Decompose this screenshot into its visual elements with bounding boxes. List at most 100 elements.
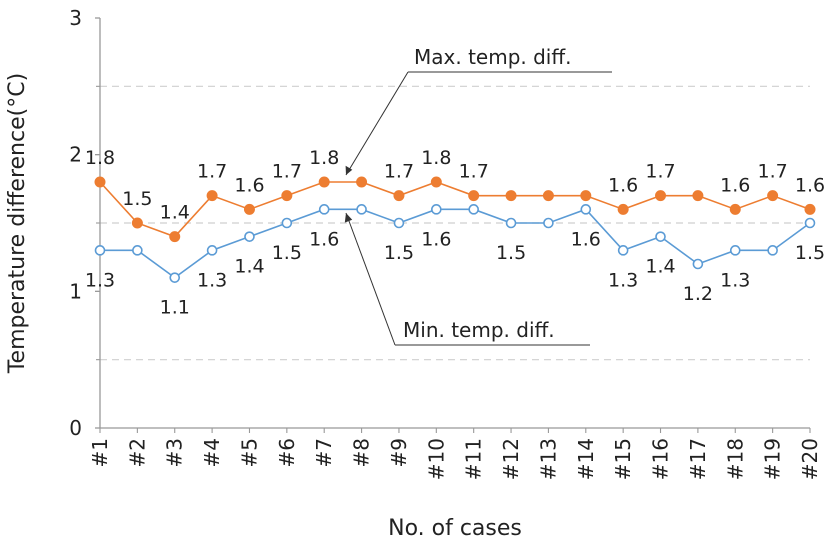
series-line <box>100 208 811 279</box>
x-axis-title: No. of cases <box>388 516 522 541</box>
series-layer: 1.81.51.41.71.61.71.81.71.81.71.61.71.61… <box>85 147 825 319</box>
data-label: 1.8 <box>85 147 115 169</box>
data-label: 1.5 <box>795 242 825 264</box>
data-label: 1.3 <box>85 269 115 291</box>
data-point <box>131 217 143 229</box>
x-tick-label: #13 <box>536 438 560 480</box>
gridlines <box>100 85 810 361</box>
data-point <box>655 231 666 242</box>
x-tick-label: #11 <box>462 438 486 480</box>
series-line <box>99 181 811 238</box>
data-point <box>94 176 106 188</box>
x-tick-label: #2 <box>125 438 149 467</box>
x-tick-label: #7 <box>312 438 336 467</box>
x-tick-label: #18 <box>723 438 747 480</box>
data-label: 1.7 <box>758 161 788 183</box>
data-label: 1.7 <box>197 161 227 183</box>
data-point <box>430 176 442 188</box>
data-label: 1.6 <box>421 228 451 250</box>
x-tick-label: #16 <box>649 438 673 480</box>
data-label: 1.4 <box>234 256 264 278</box>
data-point <box>692 190 704 202</box>
x-tick-label: #15 <box>611 438 635 480</box>
data-point <box>543 217 554 229</box>
data-label: 1.5 <box>272 242 302 264</box>
x-tick-label: #1 <box>88 438 112 467</box>
data-label: 1.7 <box>459 161 489 183</box>
data-point <box>617 245 629 256</box>
data-point <box>206 245 218 256</box>
data-point <box>132 245 143 256</box>
data-point <box>318 204 330 215</box>
x-tick-label: #20 <box>798 438 822 480</box>
data-point <box>393 217 405 229</box>
data-point <box>244 231 255 242</box>
y-axis-title: Temperature difference(°C) <box>5 73 30 374</box>
x-tick-label: #4 <box>200 438 224 467</box>
x-tick-label: #14 <box>574 438 598 480</box>
data-label: 1.3 <box>720 269 750 291</box>
data-point <box>804 217 816 229</box>
data-label: 1.6 <box>571 228 601 250</box>
data-label: 1.6 <box>795 174 825 196</box>
annotation-leader-min <box>345 212 396 346</box>
data-label: 1.3 <box>608 269 638 291</box>
data-point <box>94 245 106 256</box>
data-point <box>655 190 667 202</box>
data-point <box>580 204 592 215</box>
data-point <box>468 190 480 202</box>
data-label: 1.7 <box>384 161 414 183</box>
data-point <box>542 190 554 202</box>
x-tick-label: #19 <box>761 438 785 480</box>
data-label: 1.1 <box>160 297 190 319</box>
data-label: 1.8 <box>309 147 339 169</box>
data-point <box>431 204 442 215</box>
x-tick-label: #3 <box>163 438 187 467</box>
x-tick-label: #9 <box>387 438 411 467</box>
x-tick-label: #10 <box>424 438 448 480</box>
data-label: 1.8 <box>421 147 451 169</box>
data-point <box>281 217 293 229</box>
data-point <box>580 190 592 202</box>
data-point <box>356 176 368 188</box>
data-label: 1.6 <box>720 174 750 196</box>
x-tick-label: #5 <box>237 438 261 467</box>
data-label: 1.4 <box>645 256 675 278</box>
data-label: 1.5 <box>384 242 414 264</box>
data-point <box>692 258 704 270</box>
data-point <box>318 176 330 188</box>
y-tick-label: 3 <box>69 6 82 30</box>
annotation-text-min: Min. temp. diff. <box>403 318 555 342</box>
annotation-text-max: Max. temp. diff. <box>414 45 572 69</box>
data-point <box>206 190 218 202</box>
annotation-arrowhead-max <box>345 165 353 175</box>
data-label: 1.4 <box>160 202 190 224</box>
data-point <box>169 272 181 283</box>
data-label: 1.5 <box>496 242 526 264</box>
y-tick-label: 1 <box>69 279 82 303</box>
x-tick-label: #17 <box>686 438 710 480</box>
data-label: 1.7 <box>272 161 302 183</box>
series-min: 1.3 1.1 1.3 1.4 1.5 1.6 1.5 1.6 1.5 1.6 1.3 1.4 1.2 1… <box>85 204 825 319</box>
data-point <box>804 203 816 215</box>
y-tick-label: 2 <box>69 143 82 167</box>
data-point <box>767 190 779 202</box>
data-point <box>356 204 367 215</box>
data-point <box>505 190 517 202</box>
data-label: 1.6 <box>234 174 264 196</box>
data-point <box>468 204 479 215</box>
x-tick-label: #12 <box>499 438 523 480</box>
data-point <box>393 190 405 202</box>
y-axis-ticks: 0 1 2 3 <box>69 6 100 440</box>
data-label: 1.5 <box>122 188 152 210</box>
series-max: 1.8 1.5 1.4 1.7 1.6 1.7 1.8 1.7 1.8 1.7 1.6 1.7 1.6 1… <box>85 147 825 243</box>
x-tick-label: #8 <box>350 438 374 467</box>
data-point <box>767 245 778 256</box>
data-label: 1.6 <box>309 228 339 250</box>
data-point <box>729 245 741 256</box>
data-point <box>243 203 255 215</box>
data-label: 1.2 <box>683 283 713 305</box>
data-point <box>729 203 741 215</box>
x-tick-label: #6 <box>275 438 299 467</box>
